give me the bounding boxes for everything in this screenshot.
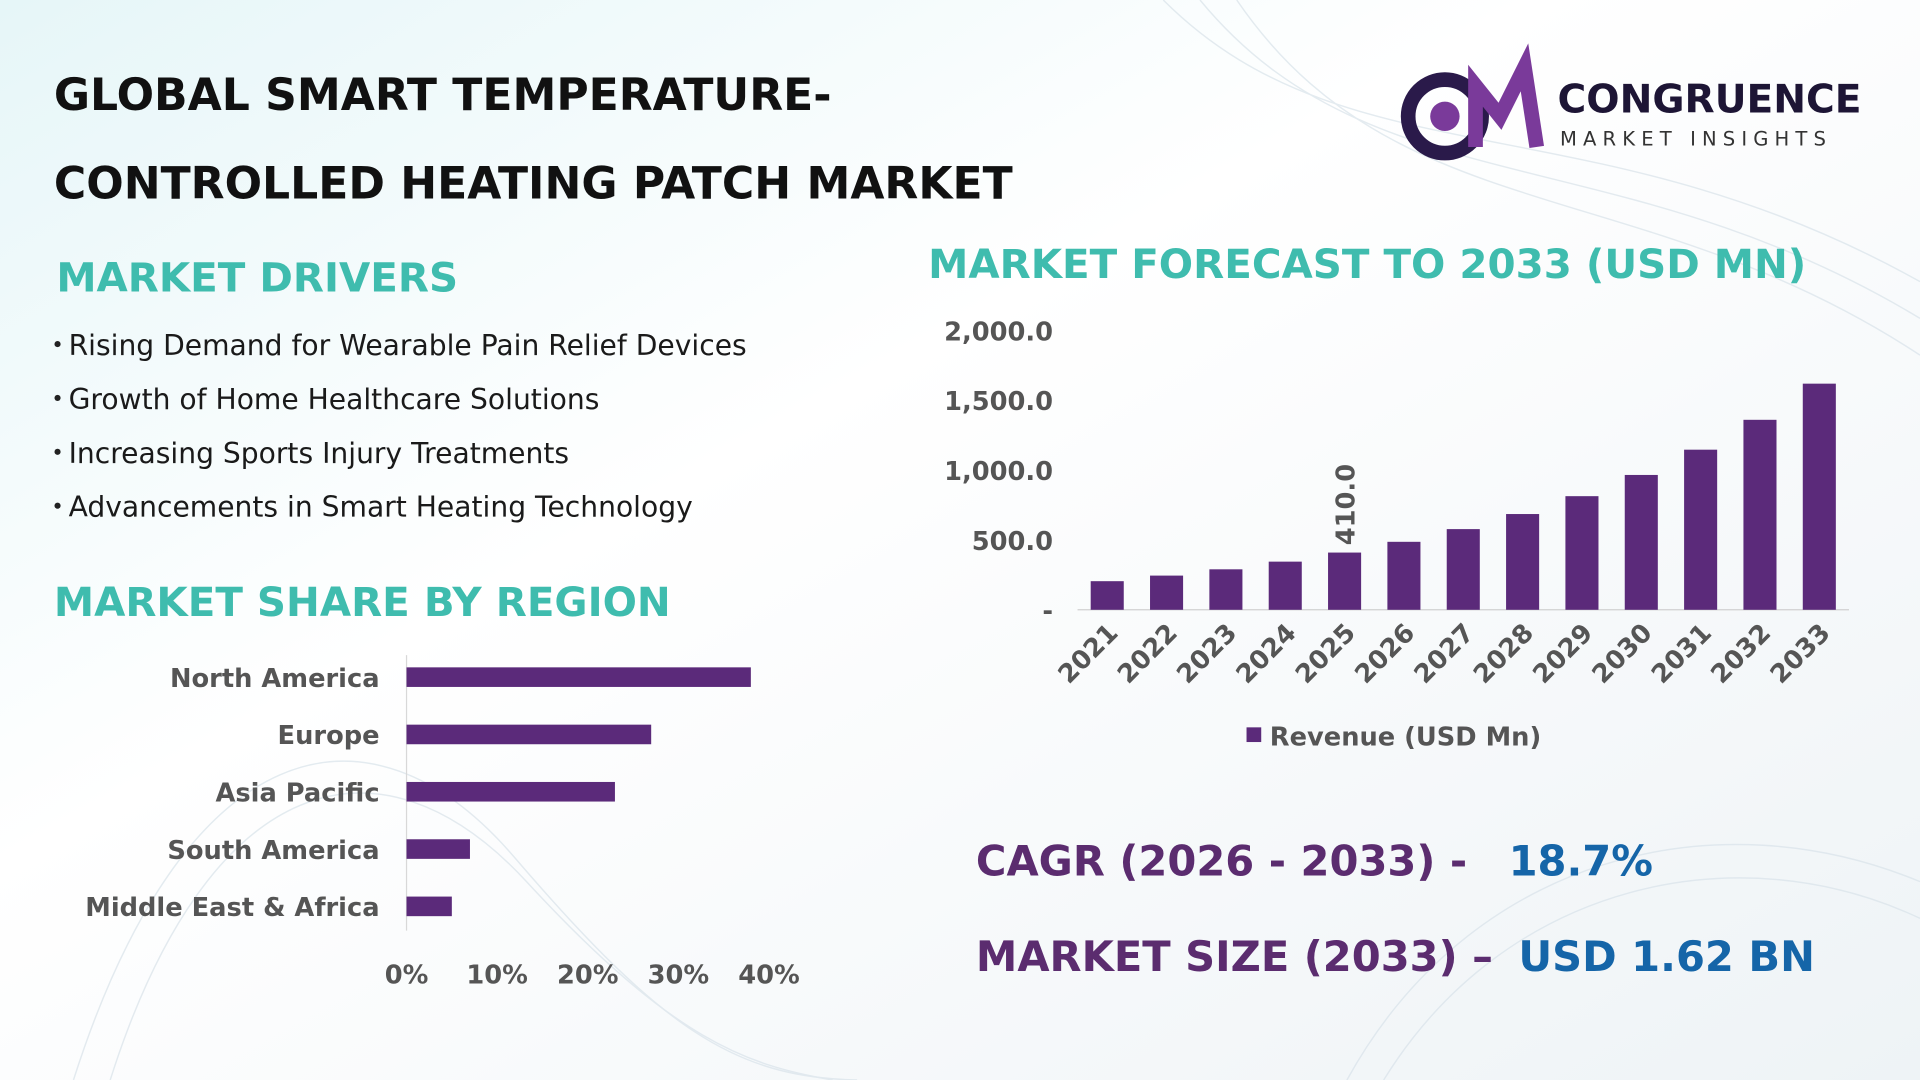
section-title: MARKET FORECAST TO 2033 (USD MN) — [928, 240, 1806, 288]
y-tick-label: Middle East & Africa — [85, 893, 379, 923]
bar — [1684, 449, 1718, 610]
legend-label: Revenue (USD Mn) — [1270, 723, 1541, 753]
driver-item: Growth of Home Healthcare Solutions — [69, 383, 600, 416]
value-label: 410.0 — [1331, 464, 1361, 545]
driver-list: Rising Demand for Wearable Pain Relief D… — [54, 329, 747, 524]
bar — [406, 667, 751, 687]
logo-name: CONGRUENCE — [1558, 78, 1862, 123]
y-tick-label: South America — [167, 836, 379, 866]
x-tick-label: 0% — [385, 960, 429, 990]
bar — [406, 839, 470, 859]
bar — [1446, 529, 1480, 610]
bar — [1624, 474, 1658, 610]
driver-item: Advancements in Smart Heating Technology — [69, 491, 693, 524]
logo-tagline: MARKET INSIGHTS — [1560, 128, 1832, 151]
bullet — [54, 448, 61, 455]
driver-item: Increasing Sports Injury Treatments — [69, 437, 569, 470]
y-tick-label: 2,000.0 — [944, 317, 1053, 347]
bar — [1150, 575, 1184, 610]
bar — [1387, 541, 1421, 610]
x-tick-label: 30% — [648, 960, 710, 990]
bar — [1268, 561, 1302, 610]
y-tick-label: - — [1042, 597, 1053, 627]
y-tick-label: Europe — [278, 721, 380, 751]
logo: CONGRUENCE MARKET INSIGHTS — [1400, 43, 1862, 161]
bar — [1565, 496, 1599, 610]
logo-mark — [1430, 101, 1460, 132]
size-label: MARKET SIZE (2033) – — [976, 932, 1493, 981]
title: CONTROLLED HEATING PATCH MARKET — [54, 158, 1013, 209]
y-tick-label: 500.0 — [972, 527, 1053, 557]
bar — [1802, 383, 1836, 610]
x-tick-label: 20% — [557, 960, 619, 990]
y-tick-label: North America — [170, 664, 380, 694]
wave-decoration — [72, 0, 1920, 1080]
bar — [1506, 514, 1540, 610]
cagr-value: 18.7% — [1509, 837, 1653, 886]
bar — [1209, 569, 1243, 610]
section-title: MARKET DRIVERS — [56, 253, 458, 301]
bar — [1743, 419, 1777, 610]
bar — [1328, 552, 1362, 610]
title: GLOBAL SMART TEMPERATURE- — [54, 70, 832, 121]
bar — [406, 724, 652, 745]
bar — [406, 896, 452, 917]
size-value: USD 1.62 BN — [1518, 932, 1815, 981]
bar — [1090, 581, 1124, 610]
legend-swatch — [1246, 727, 1262, 743]
bullet — [54, 341, 61, 348]
cagr-label: CAGR (2026 - 2033) - — [976, 837, 1467, 886]
x-tick-label: 40% — [738, 960, 800, 990]
bar — [406, 781, 615, 802]
y-tick-label: 1,000.0 — [944, 457, 1053, 487]
section-title: MARKET SHARE BY REGION — [54, 578, 671, 626]
y-tick-label: Asia Pacific — [215, 779, 379, 809]
x-tick-label: 10% — [466, 960, 528, 990]
y-tick-label: 1,500.0 — [944, 387, 1053, 417]
driver-item: Rising Demand for Wearable Pain Relief D… — [69, 329, 747, 362]
bullet — [54, 394, 61, 402]
logo-mark — [1468, 43, 1544, 149]
bullet — [54, 502, 61, 509]
